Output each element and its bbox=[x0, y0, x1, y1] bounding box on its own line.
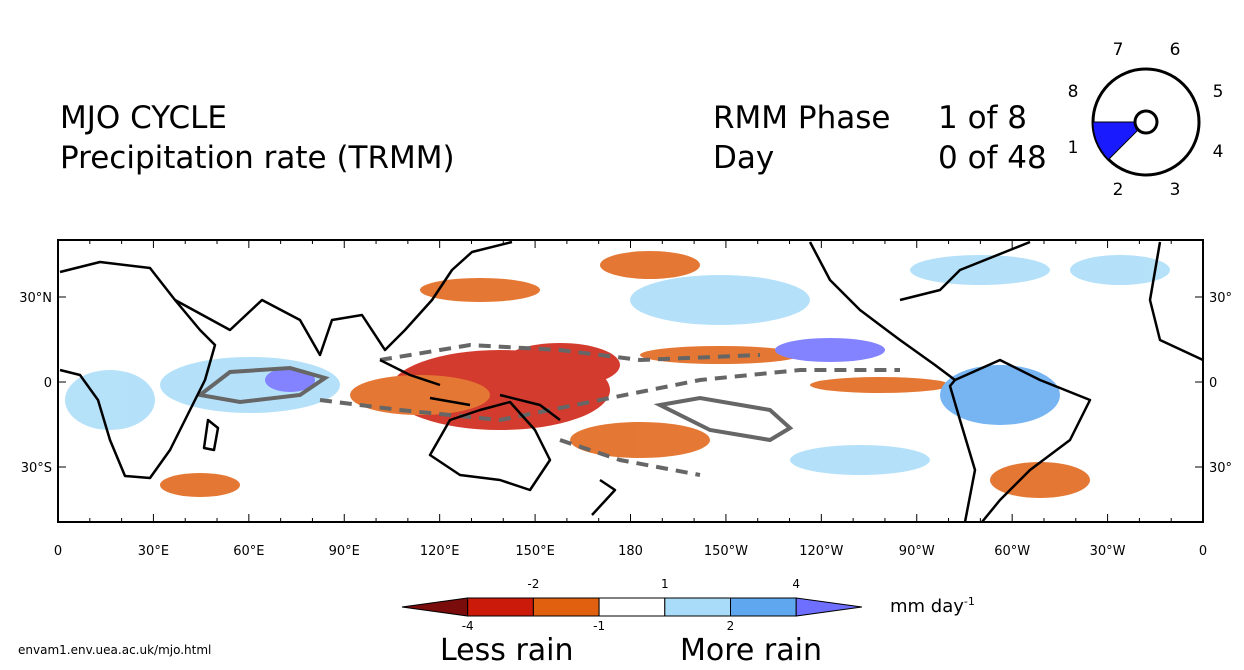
dial-label: 3 bbox=[1170, 180, 1181, 200]
y-tick-label: 30°S bbox=[21, 461, 52, 476]
phase-label: RMM Phase bbox=[713, 100, 890, 136]
dial-label: 2 bbox=[1113, 180, 1124, 200]
subtitle: Precipitation rate (TRMM) bbox=[60, 140, 455, 176]
phase-dial: 1 2 3 4 5 6 7 8 bbox=[1068, 40, 1224, 200]
colorbar-segment bbox=[598, 597, 666, 617]
x-tick-label: 180 bbox=[618, 544, 643, 559]
more-rain: More rain bbox=[680, 633, 822, 666]
colorbar: -4 -1 2 -2 1 4 bbox=[401, 577, 862, 633]
y-tick-label: 30° bbox=[1209, 461, 1232, 476]
dial-center bbox=[1133, 109, 1159, 135]
x-tick-label: 120°E bbox=[420, 544, 460, 559]
x-tick-label: 0 bbox=[54, 544, 62, 559]
colorbar-segment bbox=[664, 597, 731, 617]
x-tick-label: 0 bbox=[1199, 544, 1207, 559]
dial-label: 8 bbox=[1068, 82, 1079, 102]
colorbar-label: -1 bbox=[593, 619, 605, 633]
colorbar-label: 2 bbox=[727, 619, 735, 633]
coastlines bbox=[59, 240, 1204, 523]
title: MJO CYCLE bbox=[60, 100, 227, 136]
x-tick-label: 90°E bbox=[329, 544, 360, 559]
x-tick-label: 60°E bbox=[233, 544, 264, 559]
x-tick-label: 120°W bbox=[799, 544, 843, 559]
colorbar-segment bbox=[532, 597, 600, 617]
colorbar-label: -2 bbox=[527, 577, 539, 591]
x-tick-label: 150°E bbox=[515, 544, 555, 559]
y-tick-label: 0 bbox=[1209, 376, 1217, 391]
colorbar-label: -4 bbox=[462, 619, 474, 633]
day-value: 0 of 48 bbox=[938, 140, 1047, 176]
dial-label: 7 bbox=[1113, 40, 1124, 60]
units-exponent: -1 bbox=[964, 595, 975, 608]
x-tick-label: 150°W bbox=[704, 544, 748, 559]
x-tick-label: 60°W bbox=[994, 544, 1030, 559]
active-phase bbox=[1092, 121, 1148, 161]
units: mm day-1 bbox=[890, 595, 975, 617]
x-tick-label: 30°E bbox=[138, 544, 169, 559]
colorbar-label: 4 bbox=[792, 577, 800, 591]
phase-value: 1 of 8 bbox=[938, 100, 1027, 136]
dial-label: 6 bbox=[1170, 40, 1181, 60]
colorbar-end bbox=[795, 597, 862, 617]
colorbar-segment bbox=[467, 597, 534, 617]
less-rain: Less rain bbox=[440, 633, 574, 666]
dial-label: 5 bbox=[1213, 82, 1224, 102]
x-tick-label: 30°W bbox=[1090, 544, 1126, 559]
colorbar-segment bbox=[730, 597, 797, 617]
dial-label: 4 bbox=[1213, 142, 1224, 162]
units-text: mm day bbox=[890, 596, 964, 617]
map: 0 30°E 60°E 90°E 120°E 150°E 180 150°W 120°W 90°W… bbox=[19, 239, 1232, 559]
y-tick-label: 30° bbox=[1209, 291, 1232, 306]
colorbar-end bbox=[401, 597, 469, 617]
dial-label: 1 bbox=[1068, 138, 1079, 158]
x-tick-label: 90°W bbox=[899, 544, 935, 559]
day-label: Day bbox=[713, 140, 774, 176]
colorbar-label: 1 bbox=[661, 577, 669, 591]
y-tick-label: 0 bbox=[44, 376, 52, 391]
mjo-contours bbox=[195, 342, 900, 477]
y-tick-label: 30°N bbox=[19, 291, 52, 306]
footer: envam1.env.uea.ac.uk/mjo.html bbox=[18, 643, 211, 657]
